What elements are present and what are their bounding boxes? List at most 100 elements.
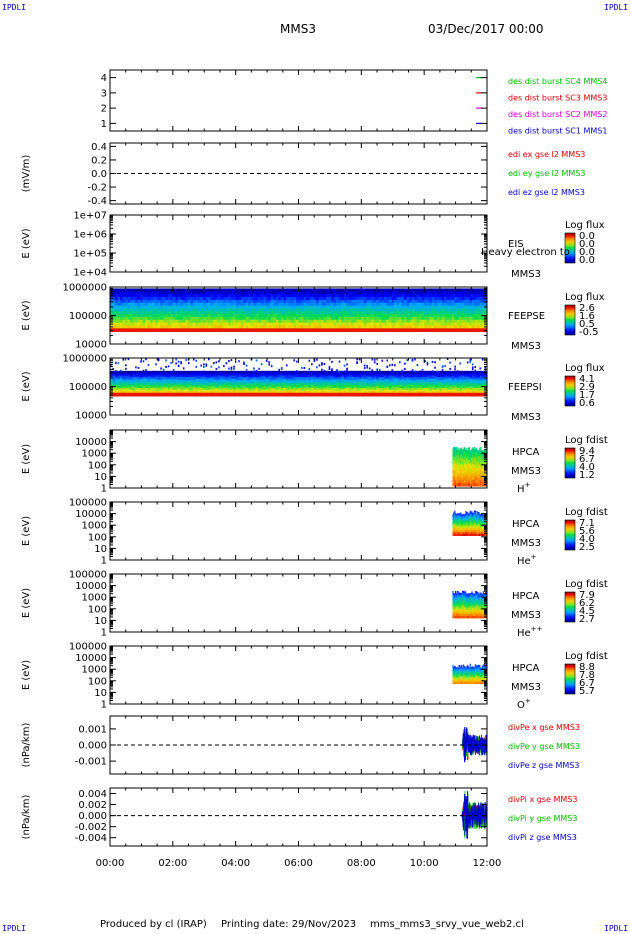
heatmap-cell: [120, 296, 123, 301]
heatmap-cell: [481, 291, 485, 295]
heatmap-cell: [223, 291, 227, 295]
heatmap-cell: [363, 373, 367, 376]
heatmap-cell: [333, 316, 337, 321]
heatmap-cell: [295, 380, 299, 383]
heatmap-cell: [243, 288, 247, 292]
heatmap-cell: [165, 325, 169, 329]
heatmap-cell: [293, 386, 297, 389]
heatmap-cell: [268, 325, 272, 329]
heatmap-cell: [290, 381, 294, 384]
heatmap-cell: [265, 391, 269, 394]
heatmap-cell: [313, 391, 317, 394]
heatmap-cell: [278, 370, 282, 373]
heatmap-cell: [406, 377, 410, 380]
heatmap-cell: [373, 381, 377, 384]
heatmap-cell: [366, 392, 370, 397]
heatmap-cell: [170, 373, 174, 376]
heatmap-cell: [316, 373, 320, 376]
heatmap-cell: [160, 388, 164, 391]
heatmap-cell: [409, 305, 412, 309]
heatmap-cell: [255, 384, 259, 387]
heatmap-cell: [326, 325, 330, 329]
heatmap-cell: [461, 319, 465, 324]
heatmap-cell: [336, 314, 340, 318]
heatmap-cell: [228, 308, 232, 312]
heatmap-cell: [461, 378, 465, 381]
heatmap-cell: [306, 299, 309, 304]
heatmap-cell: [343, 288, 347, 292]
heatmap-cell: [444, 328, 448, 333]
heatmap-cell: [213, 314, 216, 318]
heatmap-cell: [125, 316, 128, 321]
heatmap-cell: [333, 370, 337, 373]
heatmap-cell: [240, 302, 244, 306]
heatmap-cell: [471, 372, 475, 375]
heatmap-cell: [293, 328, 297, 333]
heatmap-cell: [210, 388, 214, 391]
heatmap-cell: [270, 305, 274, 309]
heatmap-cell: [215, 361, 218, 364]
heatmap-cell: [182, 372, 186, 375]
heatmap-cell: [311, 311, 314, 315]
heatmap-cell: [295, 372, 299, 375]
heatmap-cell: [190, 392, 194, 397]
heatmap-cell: [361, 299, 365, 304]
heatmap-cell: [180, 377, 184, 380]
heatmap-cell: [348, 391, 352, 394]
heatmap-cell: [313, 294, 317, 298]
heatmap-cell: [265, 319, 269, 324]
heatmap-cell: [175, 319, 179, 324]
heatmap-cell: [258, 384, 262, 387]
heatmap-cell: [135, 305, 139, 309]
heatmap-cell: [132, 316, 136, 321]
heatmap-cell: [115, 373, 118, 376]
heatmap-cell: [341, 294, 345, 298]
heatmap-cell: [376, 389, 380, 392]
heatmap-cell: [112, 389, 116, 392]
heatmap-cell: [213, 378, 216, 381]
heatmap-cell: [306, 291, 309, 295]
heatmap-cell: [260, 381, 264, 384]
heatmap-cell: [441, 380, 445, 383]
heatmap-cell: [361, 325, 365, 329]
heatmap-cell: [195, 386, 199, 389]
heatmap-cell: [434, 299, 438, 304]
y-axis-label: E (eV): [21, 228, 32, 258]
heatmap-cell: [240, 294, 244, 298]
heatmap-cell: [464, 372, 468, 375]
heatmap-cell: [185, 288, 189, 292]
heatmap-cell: [316, 384, 320, 387]
heatmap-cell: [202, 391, 206, 394]
heatmap-cell: [265, 375, 269, 378]
heatmap-cell: [130, 314, 134, 318]
heatmap-cell: [406, 386, 410, 389]
panel-frame: [109, 69, 488, 132]
heatmap-cell: [150, 325, 154, 329]
heatmap-cell: [122, 305, 126, 309]
heatmap-cell: [268, 288, 272, 292]
heatmap-cell: [270, 389, 274, 392]
heatmap-cell: [290, 305, 294, 309]
heatmap-cell: [165, 328, 169, 333]
heatmap-cell: [323, 305, 327, 309]
heatmap-cell: [263, 299, 267, 304]
heatmap-cell: [363, 391, 367, 394]
heatmap-cell: [336, 305, 340, 309]
heatmap-cell: [316, 358, 318, 361]
heatmap-cell: [223, 391, 227, 394]
heatmap-cell: [275, 311, 279, 315]
heatmap-cell: [122, 328, 126, 333]
heatmap-cell: [293, 380, 297, 383]
heatmap-cell: [346, 380, 350, 383]
heatmap-cell: [461, 392, 465, 397]
heatmap-cell: [326, 291, 330, 295]
heatmap-cell: [122, 370, 126, 373]
heatmap-cell: [238, 325, 242, 329]
heatmap-cell: [162, 291, 166, 295]
heatmap-cell: [265, 305, 269, 309]
heatmap-cell: [353, 380, 357, 383]
heatmap-cell: [421, 384, 425, 387]
heatmap-cell: [225, 378, 229, 381]
heatmap-cell: [185, 375, 189, 378]
heatmap-cell: [308, 386, 312, 389]
